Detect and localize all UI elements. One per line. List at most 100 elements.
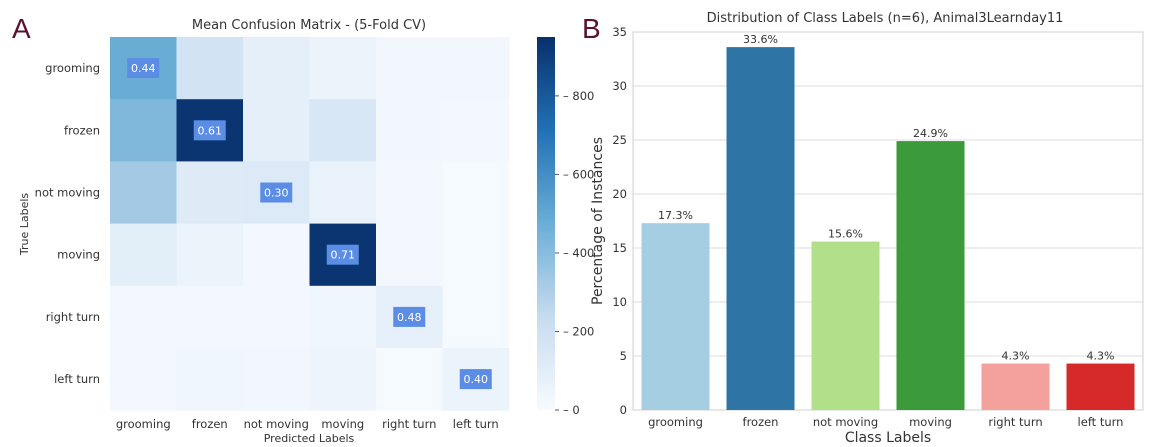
heatmap-cell-not-moving-right-turn [376, 161, 443, 225]
heatmap-label-box-moving [326, 244, 359, 265]
bar-chart-y-ticks: 0 5 10 15 20 25 30 35 [612, 25, 627, 417]
heatmap-cell-grooming-right-turn [376, 37, 443, 100]
heatmap-cell-right-turn-frozen [176, 285, 244, 349]
bar-chart-bars [641, 47, 1135, 411]
bar-x-tick-moving: moving [909, 415, 952, 429]
heatmap-cell-frozen-grooming [110, 99, 177, 162]
bar-chart-frame [632, 31, 1144, 411]
bar-value-label-not-moving: 15.6% [828, 228, 863, 241]
heatmap-cell-not-moving-left-turn [442, 161, 510, 225]
panel-b-letter: B [582, 13, 601, 44]
heatmap-cell-grooming-not-moving [243, 37, 310, 100]
heatmap-cell-right-turn-moving [309, 285, 377, 349]
bar-y-tick-20: 20 [612, 187, 627, 201]
colorbar-tick-label-400: – 400 [563, 246, 594, 260]
bar-y-tick-30: 30 [612, 79, 627, 93]
bar-frozen [726, 47, 795, 411]
bar-not-moving [811, 241, 880, 410]
bar-y-tick-25: 25 [612, 133, 627, 147]
bar-left-turn [1066, 363, 1135, 410]
heatmap-y-tick-right-turn: right turn [46, 310, 100, 324]
heatmap-cell-not-moving-frozen [176, 161, 244, 225]
bar-x-tick-right-turn: right turn [988, 415, 1042, 429]
heatmap-y-ticks: grooming frozen not moving moving right turn… [35, 61, 100, 386]
heatmap-label-box-left-turn [459, 369, 492, 390]
heatmap-cell-left-turn-frozen [176, 348, 244, 411]
heatmap-diagonal-label-left-turn: 0.40 [464, 373, 489, 386]
heatmap-label-box-grooming [127, 58, 160, 79]
heatmap-cell-frozen-right-turn [376, 99, 443, 162]
heatmap-cell-grooming-left-turn [442, 37, 510, 100]
bar-chart-value-labels: 17.3% 33.6% 15.6% 24.9% 4.3% 4.3% [658, 33, 1114, 362]
heatmap-x-tick-right-turn: right turn [382, 417, 436, 431]
heatmap-x-tick-grooming: grooming [116, 417, 171, 431]
heatmap-y-tick-moving: moving [57, 248, 100, 262]
bar-x-tick-frozen: frozen [743, 415, 779, 429]
heatmap-cell-grooming-frozen [176, 37, 244, 100]
heatmap-x-tick-left-turn: left turn [453, 417, 499, 431]
heatmap-cell-moving-right-turn [376, 223, 443, 287]
bar-moving [896, 141, 965, 410]
bar-value-label-grooming: 17.3% [658, 209, 693, 222]
heatmap-cell-not-moving-moving [309, 161, 377, 225]
colorbar-tick-label-600: – 600 [563, 167, 594, 181]
heatmap-x-tick-not-moving: not moving [244, 417, 309, 431]
bar-chart-x-axis-label: Class Labels [845, 430, 931, 446]
colorbar [537, 37, 555, 410]
heatmap-diagonal-label-frozen: 0.61 [198, 124, 223, 137]
heatmap-cell-frozen-moving [309, 99, 377, 162]
heatmap-cell-moving-grooming [110, 223, 177, 287]
heatmap-cell-left-turn-right-turn [376, 348, 443, 411]
heatmap-diagonal-label-grooming: 0.44 [131, 62, 156, 75]
bar-value-label-frozen: 33.6% [743, 33, 778, 46]
heatmap-cell-left-turn-moving [309, 348, 377, 411]
colorbar-ticks: – 0 – 200 – 400 – 600 – 800 [555, 89, 594, 417]
heatmap-cell-frozen-left-turn [442, 99, 510, 162]
heatmap-label-box-not-moving [260, 182, 293, 203]
heatmap-label-box-frozen [193, 120, 226, 141]
bar-value-label-left-turn: 4.3% [1087, 350, 1115, 363]
bar-value-label-moving: 24.9% [913, 127, 948, 140]
bar-chart-y-axis-label: Percentage of Instances [590, 137, 606, 305]
bar-y-tick-35: 35 [612, 25, 627, 39]
bar-right-turn [981, 363, 1050, 410]
bar-x-tick-not-moving: not moving [813, 415, 878, 429]
heatmap-cell-moving-frozen [176, 223, 244, 287]
heatmap-cell-moving-left-turn [442, 223, 510, 287]
heatmap-y-tick-not-moving: not moving [35, 186, 100, 200]
bar-chart-title: Distribution of Class Labels (n=6), Anim… [707, 11, 1064, 26]
heatmap-y-tick-frozen: frozen [64, 123, 100, 137]
colorbar-tick-label-800: – 800 [563, 89, 594, 103]
panel-a-letter: A [12, 13, 31, 44]
colorbar-tick-label-0: – 0 [563, 403, 580, 417]
bar-y-tick-15: 15 [612, 241, 627, 255]
heatmap-x-tick-frozen: frozen [192, 417, 228, 431]
heatmap-cells [110, 37, 510, 411]
heatmap-cell-right-turn-left-turn [442, 285, 510, 349]
bar-chart-x-ticks: grooming frozen not moving moving right turn… [648, 415, 1123, 429]
heatmap-x-axis-label: Predicted Labels [264, 432, 355, 445]
heatmap-cell-left-turn-not-moving [243, 348, 310, 411]
heatmap-cell-left-turn-grooming [110, 348, 177, 411]
bar-x-tick-left-turn: left turn [1078, 415, 1124, 429]
heatmap-cell-moving-not-moving [243, 223, 310, 287]
heatmap-diagonal-label-moving: 0.71 [331, 249, 356, 262]
colorbar-tick-label-200: – 200 [563, 324, 594, 338]
heatmap-label-box-right-turn [393, 306, 426, 327]
bar-x-tick-grooming: grooming [648, 415, 703, 429]
bar-y-tick-0: 0 [620, 403, 627, 417]
heatmap-x-tick-moving: moving [321, 417, 364, 431]
heatmap-x-ticks: grooming frozen not moving moving right turn… [116, 417, 499, 431]
heatmap-cell-not-moving-grooming [110, 161, 177, 225]
bar-y-tick-10: 10 [612, 295, 627, 309]
heatmap-cell-right-turn-not-moving [243, 285, 310, 349]
heatmap-y-tick-grooming: grooming [45, 61, 100, 75]
heatmap-y-axis-label: True Labels [18, 193, 31, 257]
bar-y-tick-5: 5 [620, 349, 627, 363]
bar-value-label-right-turn: 4.3% [1002, 350, 1030, 363]
heatmap-cell-right-turn-grooming [110, 285, 177, 349]
heatmap-value-labels: 0.44 0.61 0.30 0.71 0.48 0.40 [127, 58, 492, 390]
heatmap-diagonal-label-right-turn: 0.48 [397, 311, 422, 324]
